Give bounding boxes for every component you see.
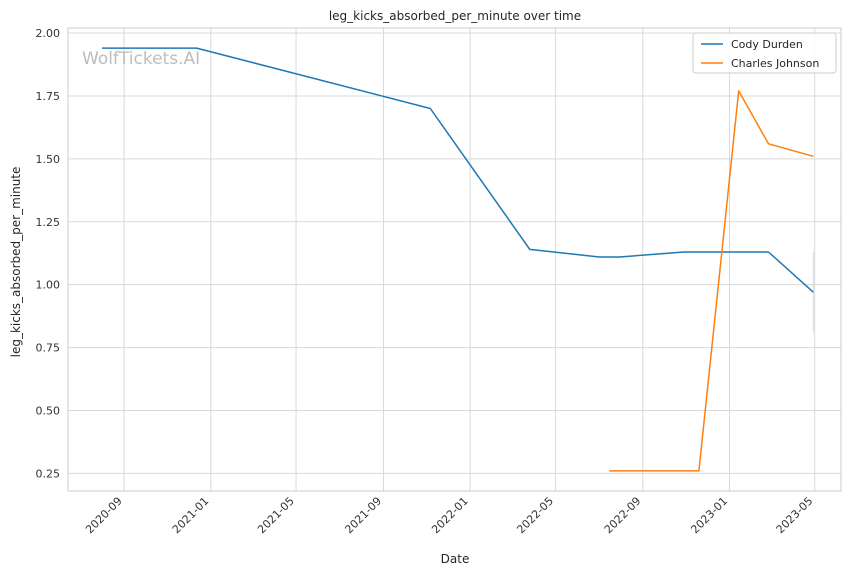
y-tick-label: 0.50	[36, 404, 61, 417]
y-tick-label: 2.00	[36, 27, 61, 40]
y-tick-label: 1.50	[36, 153, 61, 166]
watermark: WolfTickets.AI	[82, 49, 200, 69]
legend: Cody Durden Charles Johnson	[692, 32, 837, 74]
legend-box	[692, 32, 837, 74]
x-axis-label: Date	[441, 552, 470, 566]
y-tick-label: 0.75	[36, 342, 61, 355]
series-layer	[102, 47, 814, 472]
series-line-charles-johnson	[609, 90, 814, 472]
y-tick-label: 1.25	[36, 216, 61, 229]
y-tick-label: 0.25	[36, 467, 61, 480]
grid	[68, 28, 841, 491]
y-tick-label: 1.00	[36, 279, 61, 292]
series-line-cody-durden	[102, 47, 814, 293]
plot-frame	[67, 27, 842, 492]
y-axis-label: leg_kicks_absorbed_per_minute	[9, 167, 23, 358]
chart-title: leg_kicks_absorbed_per_minute over time	[329, 9, 581, 23]
legend-label-charles-johnson: Charles Johnson	[731, 57, 819, 70]
legend-label-cody-durden: Cody Durden	[731, 38, 803, 51]
y-tick-label: 1.75	[36, 90, 61, 103]
